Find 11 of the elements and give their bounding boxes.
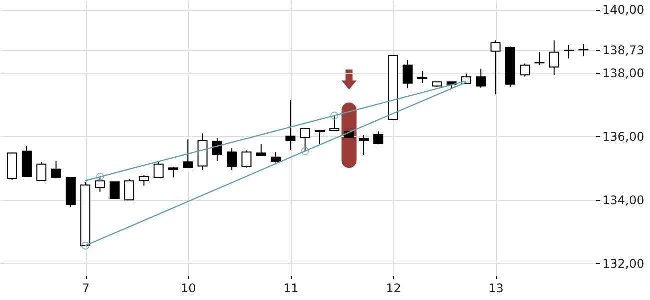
x-tick-label: 12 (386, 282, 402, 296)
x-tick-label: 13 (488, 282, 504, 296)
y-tick-label: 132,00 (602, 256, 644, 271)
y-tick-label: 138,73 (602, 43, 644, 58)
y-tick-label: 136,00 (602, 130, 644, 144)
x-tick-label: 10 (180, 282, 196, 296)
y-tick-label: 140,00 (602, 3, 644, 18)
y-tick-label: 134,00 (602, 193, 644, 208)
y-tick-label: 138,00 (602, 66, 644, 80)
x-tick-label: 7 (82, 282, 90, 296)
x-tick-label: 11 (284, 282, 299, 296)
